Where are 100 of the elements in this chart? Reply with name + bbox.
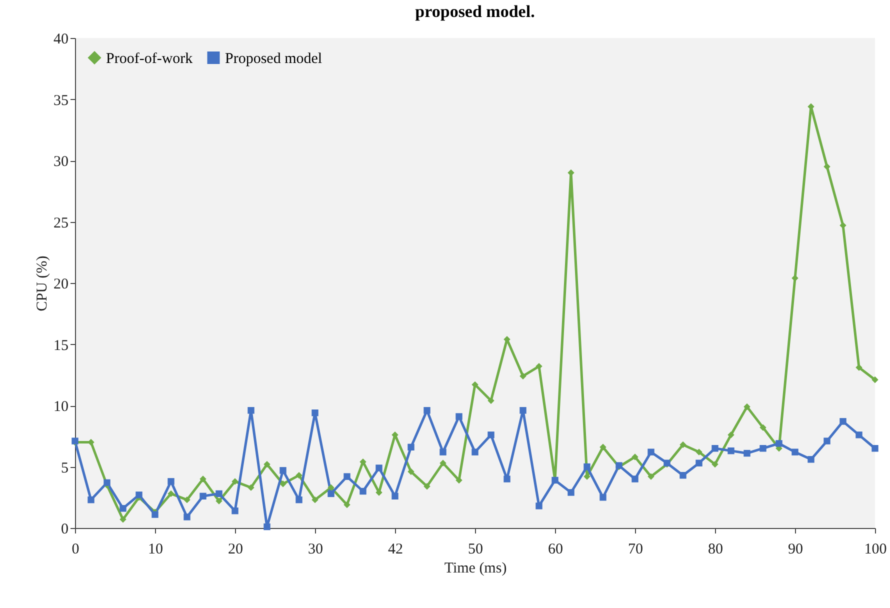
x-tick-label: 90	[788, 542, 803, 558]
point	[648, 473, 654, 480]
point	[472, 381, 478, 388]
y-axis-title: CPU (%)	[34, 256, 50, 312]
y-tick-label: 20	[54, 276, 68, 292]
chart-title: proposed model.	[415, 2, 535, 21]
point	[760, 424, 766, 431]
point	[856, 364, 862, 371]
point	[216, 490, 222, 498]
point	[792, 448, 798, 456]
point	[232, 478, 238, 485]
point	[824, 438, 830, 444]
point	[808, 103, 814, 110]
y-tick-label: 35	[54, 92, 68, 109]
y-tick-label: 0	[61, 522, 68, 538]
point	[248, 407, 254, 414]
y-tick-label: 40	[54, 32, 68, 48]
point	[504, 476, 510, 482]
point	[728, 432, 734, 438]
point	[456, 413, 462, 420]
point	[856, 432, 862, 438]
point	[520, 372, 526, 380]
point	[424, 482, 430, 490]
point	[104, 479, 110, 486]
point	[88, 438, 94, 446]
x-tick-label: 50	[468, 542, 483, 558]
point	[536, 502, 542, 510]
point	[312, 409, 318, 416]
x-tick-label: 60	[548, 542, 563, 558]
point	[168, 478, 174, 485]
point	[440, 460, 446, 466]
point	[296, 496, 302, 504]
point	[280, 480, 286, 488]
point	[328, 484, 334, 491]
point	[584, 463, 590, 470]
point	[360, 488, 366, 495]
point	[600, 494, 606, 501]
point	[632, 454, 638, 460]
x-tick-label: 100	[864, 542, 887, 558]
point	[408, 468, 414, 476]
point	[88, 496, 94, 504]
x-tick-label: 30	[308, 542, 323, 558]
point	[488, 432, 494, 438]
point	[712, 445, 718, 452]
point	[584, 473, 590, 480]
x-tick-label: 0	[72, 542, 80, 558]
point	[184, 514, 190, 520]
y-tick-label: 15	[54, 338, 68, 354]
x-tick-label: 10	[148, 542, 163, 558]
x-axis-title: Time (ms)	[444, 560, 507, 576]
point	[712, 460, 718, 468]
x-tick-label: 70	[628, 542, 643, 558]
point	[120, 505, 126, 512]
point	[440, 448, 446, 456]
point	[520, 407, 526, 414]
point	[136, 492, 142, 498]
point	[776, 440, 782, 447]
y-tick-label: 30	[54, 154, 68, 170]
point	[264, 523, 270, 530]
point	[632, 476, 638, 482]
point	[200, 476, 206, 482]
point	[344, 473, 350, 480]
x-tick-label: 42	[388, 542, 403, 558]
point	[728, 447, 734, 454]
point	[696, 460, 702, 466]
point	[152, 511, 158, 518]
point	[744, 450, 750, 457]
point	[744, 403, 750, 410]
point	[536, 362, 542, 370]
point	[120, 516, 126, 523]
point	[808, 456, 814, 463]
point	[376, 464, 382, 472]
point	[872, 445, 878, 452]
point	[872, 376, 878, 384]
point	[600, 444, 606, 451]
point	[648, 448, 654, 456]
point	[296, 472, 302, 479]
point	[392, 492, 398, 500]
point	[408, 444, 414, 451]
point	[280, 467, 286, 474]
point	[216, 498, 222, 504]
point	[184, 496, 190, 504]
point	[248, 484, 254, 491]
point	[328, 490, 334, 498]
point	[344, 501, 350, 508]
point	[232, 507, 238, 514]
point	[680, 472, 686, 479]
point	[264, 460, 270, 468]
y-tick-label: 10	[54, 399, 68, 415]
legend-label: Proof-of-work	[106, 50, 194, 67]
point	[824, 163, 830, 170]
point	[696, 448, 702, 456]
y-tick-label: 5	[61, 460, 68, 476]
point	[680, 441, 686, 448]
point	[792, 274, 798, 282]
point	[488, 397, 494, 404]
x-tick-label: 20	[228, 542, 243, 558]
point	[840, 222, 846, 229]
point	[360, 458, 366, 466]
point	[568, 489, 574, 496]
